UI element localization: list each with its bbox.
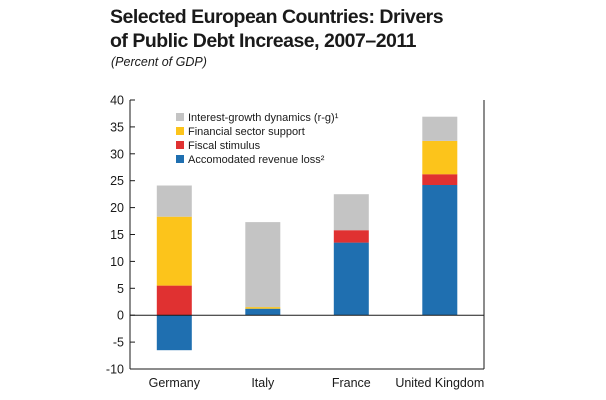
legend-label: Fiscal stimulus bbox=[188, 140, 261, 152]
legend-swatch bbox=[176, 155, 184, 163]
y-tick-label: 40 bbox=[110, 94, 124, 108]
bar-segment bbox=[333, 194, 369, 231]
bar-segment bbox=[333, 230, 369, 243]
bar-segment bbox=[422, 140, 458, 175]
bar-segment bbox=[245, 307, 281, 309]
legend-swatch bbox=[176, 113, 184, 121]
bar-segment bbox=[245, 222, 281, 308]
x-tick-label: United Kingdom bbox=[395, 376, 484, 390]
legend-swatch bbox=[176, 127, 184, 135]
y-tick-label: -5 bbox=[113, 336, 124, 350]
y-tick-label: 15 bbox=[110, 228, 124, 242]
x-tick-label: Italy bbox=[251, 376, 275, 390]
x-tick-label: Germany bbox=[149, 376, 201, 390]
legend: Interest-growth dynamics (r-g)¹ Financial… bbox=[176, 112, 339, 166]
chart-title-line-2: of Public Debt Increase, 2007–2011 bbox=[110, 30, 417, 52]
bar-segment bbox=[156, 285, 192, 316]
bar-segment bbox=[245, 308, 281, 316]
bar-segment bbox=[422, 185, 458, 316]
y-tick-label: 10 bbox=[110, 255, 124, 269]
legend-label: Financial sector support bbox=[188, 126, 305, 138]
y-tick-label: 5 bbox=[117, 282, 124, 296]
bar-segment bbox=[333, 242, 369, 316]
x-tick-label: France bbox=[332, 376, 371, 390]
bars-layer bbox=[156, 116, 458, 351]
bar-segment bbox=[156, 216, 192, 286]
axes-layer: Germany Italy France United Kingdom 40 35 30 25… bbox=[106, 94, 485, 390]
bar-segment bbox=[422, 116, 458, 141]
y-tick-label: 25 bbox=[110, 174, 124, 188]
bar-segment bbox=[422, 174, 458, 185]
legend-swatch bbox=[176, 141, 184, 149]
y-tick-label: -10 bbox=[106, 363, 124, 377]
y-tick-label: 0 bbox=[117, 309, 124, 323]
y-tick-label: 35 bbox=[110, 120, 124, 134]
legend-label: Interest-growth dynamics (r-g)¹ bbox=[188, 112, 339, 124]
y-tick-label: 20 bbox=[110, 201, 124, 215]
bar-segment bbox=[156, 185, 192, 217]
chart-subtitle: (Percent of GDP) bbox=[111, 55, 207, 69]
legend-label: Accomodated revenue loss² bbox=[188, 154, 325, 166]
y-tick-label: 30 bbox=[110, 147, 124, 161]
chart-title-line-1: Selected European Countries: Drivers bbox=[110, 6, 444, 28]
bar-segment bbox=[156, 315, 192, 351]
